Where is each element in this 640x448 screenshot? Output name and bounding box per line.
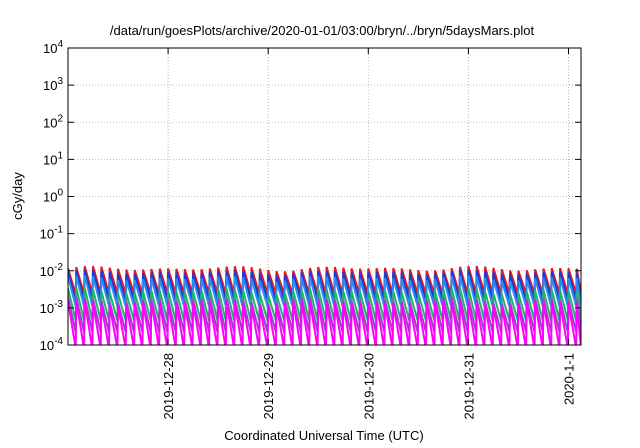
x-tick-label: 2019-12-28 — [161, 353, 176, 420]
y-tick-label: 10-2 — [40, 262, 64, 279]
y-tick-label: 103 — [43, 76, 63, 93]
series-line — [68, 300, 581, 345]
series-group — [68, 265, 581, 345]
chart-title: /data/run/goesPlots/archive/2020-01-01/0… — [110, 23, 535, 38]
y-tick-label: 101 — [43, 150, 63, 167]
y-tick-label: 10-4 — [40, 336, 64, 353]
y-tick-label: 100 — [43, 188, 63, 205]
x-tick-label: 2019-12-29 — [261, 353, 276, 420]
y-axis: 10-4 10-3 10-2 10-1 100 101 102 103 104 — [40, 39, 581, 353]
x-tick-label: 2019-12-31 — [461, 353, 476, 420]
y-tick-label: 104 — [43, 39, 63, 56]
y-axis-label: cGy/day — [10, 172, 25, 220]
y-tick-label: 10-1 — [40, 225, 64, 242]
y-tick-label: 10-3 — [40, 299, 64, 316]
x-axis-label: Coordinated Universal Time (UTC) — [224, 428, 423, 443]
y-tick-label: 102 — [43, 113, 63, 130]
x-tick-label: 2019-12-30 — [361, 353, 376, 420]
x-tick-label: 2020-1-1 — [561, 353, 576, 405]
x-axis: 2019-12-28 2019-12-29 2019-12-30 2019-12-31… — [161, 48, 576, 420]
